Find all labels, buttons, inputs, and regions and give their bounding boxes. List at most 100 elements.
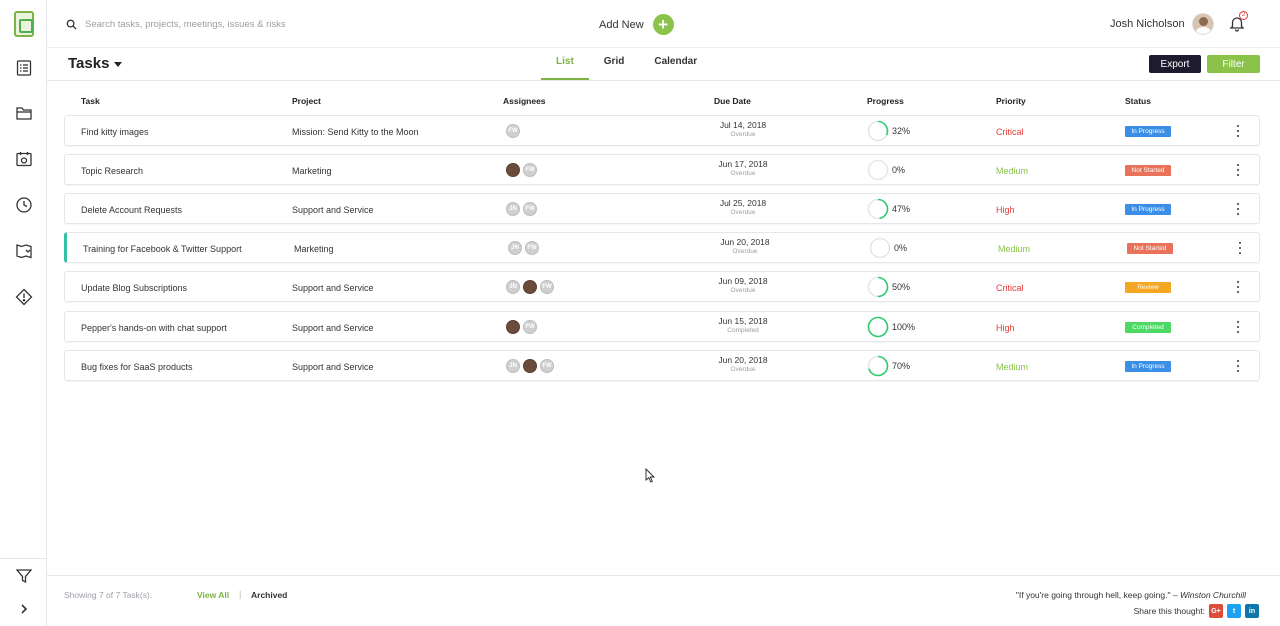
assignee-avatar[interactable]: FW [506,124,520,138]
due-date-value: Jun 20, 2018 [720,237,770,247]
status-badge[interactable]: Not Started [1125,165,1171,176]
expand-chevron-icon[interactable] [15,600,33,618]
assignee-avatar[interactable]: JN [508,241,522,255]
more-options-icon[interactable] [1235,125,1241,137]
project-name[interactable]: Mission: Send Kitty to the Moon [292,127,419,137]
archived-link[interactable]: Archived [251,590,288,600]
more-options-icon[interactable] [1235,203,1241,215]
column-header-due-date[interactable]: Due Date [714,96,751,106]
assignee-avatar[interactable]: JN [506,359,520,373]
status-badge[interactable]: In Progress [1125,204,1171,215]
table-row[interactable]: Pepper's hands-on with chat support Supp… [64,311,1260,342]
assignee-avatar[interactable]: FW [523,163,537,177]
clock-icon[interactable] [15,196,33,214]
notifications-bell-icon[interactable]: 2 [1228,11,1248,32]
user-avatar[interactable] [1191,13,1214,35]
progress: 47% [867,198,910,220]
view-all-link[interactable]: View All [197,590,230,600]
add-new-label: Add New [599,18,644,31]
task-name[interactable]: Update Blog Subscriptions [81,283,188,293]
table-row[interactable]: Update Blog Subscriptions Support and Se… [64,271,1260,302]
assignee-avatar[interactable]: FW [525,241,539,255]
column-header-progress[interactable]: Progress [867,96,904,106]
table-row[interactable]: Bug fixes for SaaS products Support and … [64,350,1260,381]
status-badge[interactable]: In Progress [1125,126,1171,137]
table-row[interactable]: Training for Facebook & Twitter Support … [64,232,1260,263]
risk-warning-icon[interactable] [15,288,33,306]
table-row[interactable]: Topic Research Marketing FW Jun 17, 2018… [64,154,1260,185]
task-name[interactable]: Training for Facebook & Twitter Support [83,244,242,254]
more-options-icon[interactable] [1235,164,1241,176]
map-flag-icon[interactable] [15,242,33,260]
assignee-avatar[interactable] [523,280,537,294]
filter-button[interactable]: Filter [1207,55,1260,73]
project-name[interactable]: Support and Service [292,205,374,215]
plus-icon[interactable]: + [652,14,674,35]
project-name[interactable]: Support and Service [292,283,374,293]
assignee-avatar[interactable] [506,163,520,177]
task-name[interactable]: Find kitty images [81,127,149,137]
due-date-status: Overdue [730,170,756,177]
task-name[interactable]: Bug fixes for SaaS products [81,362,193,372]
due-date-value: Jun 17, 2018 [718,159,768,169]
priority-label: Medium [996,166,1029,176]
folder-icon[interactable] [15,104,33,122]
filter-icon[interactable] [15,567,33,585]
due-date-value: Jun 09, 2018 [718,276,768,286]
assignee-avatar[interactable] [523,359,537,373]
view-tabs: List Grid Calendar [541,48,712,81]
project-name[interactable]: Support and Service [292,362,374,372]
assignee-avatar[interactable]: FW [540,280,554,294]
column-header-task[interactable]: Task [81,96,100,106]
column-header-project[interactable]: Project [292,96,321,106]
project-name[interactable]: Support and Service [292,323,374,333]
column-header-assignees[interactable]: Assignees [503,96,546,106]
project-name[interactable]: Marketing [292,166,332,176]
status-badge[interactable]: Not Started [1127,243,1173,254]
assignee-avatar[interactable]: JN [506,280,520,294]
due-date-status: Overdue [730,366,756,373]
due-date-value: Jul 25, 2018 [719,198,767,208]
tab-list[interactable]: List [541,48,589,80]
app-logo[interactable] [14,11,34,37]
due-date: Jul 14, 2018 Overdue [713,120,773,138]
twitter-icon[interactable]: t [1227,604,1241,618]
more-options-icon[interactable] [1237,242,1243,254]
assignee-avatar[interactable]: FW [540,359,554,373]
page-title-dropdown[interactable]: Tasks [68,55,123,72]
assignee-avatar[interactable]: FW [523,202,537,216]
calendar-meeting-icon[interactable] [15,150,33,168]
table-row[interactable]: Delete Account Requests Support and Serv… [64,193,1260,224]
assignee-avatar[interactable]: FW [523,320,537,334]
tab-grid[interactable]: Grid [603,56,625,67]
column-header-priority[interactable]: Priority [996,96,1026,106]
tasks-list-icon[interactable] [15,59,33,77]
linkedin-icon[interactable]: in [1245,604,1259,618]
task-name[interactable]: Delete Account Requests [81,205,183,215]
status-badge[interactable]: Completed [1125,322,1171,333]
column-header-status[interactable]: Status [1125,96,1151,106]
table-row[interactable]: Find kitty images Mission: Send Kitty to… [64,115,1260,146]
sidebar [0,0,47,626]
progress: 100% [867,316,915,338]
due-date-status: Overdue [730,131,756,138]
search-input[interactable] [85,18,345,30]
tab-calendar[interactable]: Calendar [654,56,698,67]
more-options-icon[interactable] [1235,321,1241,333]
export-button[interactable]: Export [1149,55,1201,73]
progress-value: 70% [892,361,911,371]
assignee-avatar[interactable]: JN [506,202,520,216]
priority-label: High [996,323,1015,333]
task-name[interactable]: Topic Research [81,166,144,176]
progress: 0% [867,159,905,181]
assignee-avatar[interactable] [506,320,520,334]
status-badge[interactable]: In Progress [1125,361,1171,372]
project-name[interactable]: Marketing [294,244,334,254]
more-options-icon[interactable] [1235,281,1241,293]
status-badge[interactable]: Review [1125,282,1171,293]
task-name[interactable]: Pepper's hands-on with chat support [81,323,227,333]
user-menu[interactable]: Josh Nicholson [1110,13,1214,35]
more-options-icon[interactable] [1235,360,1241,372]
add-new-button[interactable]: Add New + [599,14,674,35]
google-plus-icon[interactable]: G+ [1209,604,1223,618]
